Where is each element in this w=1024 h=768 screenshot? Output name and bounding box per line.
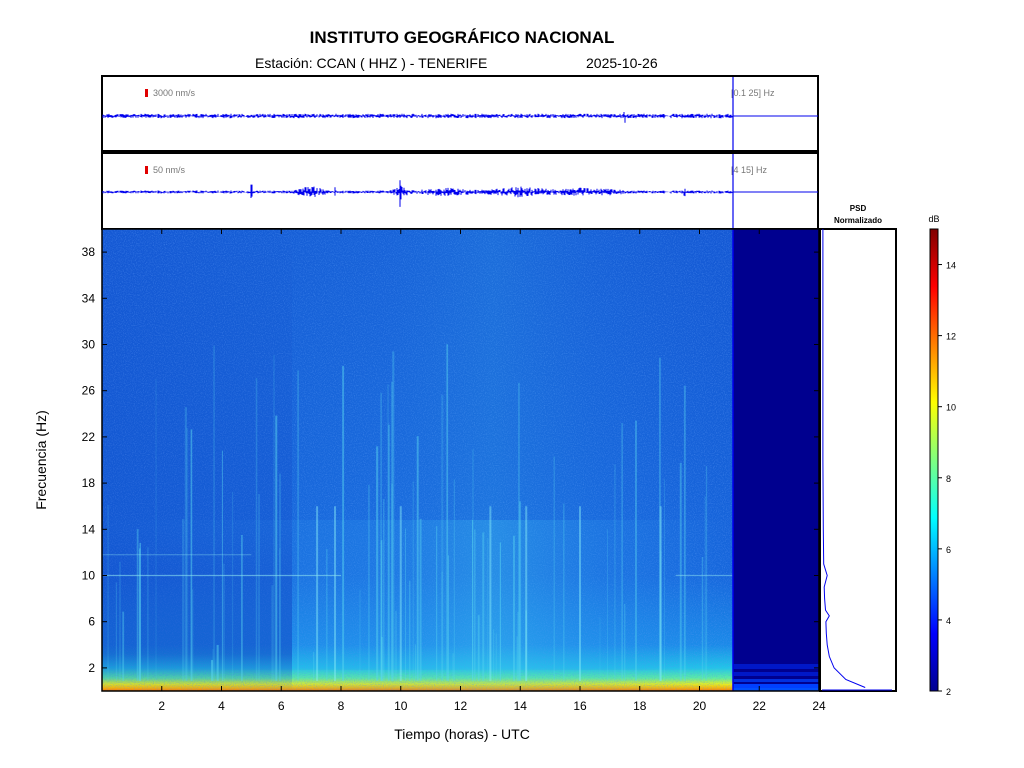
x-tick-label: 24	[812, 699, 826, 713]
trace-band-label: [0.1 25] Hz	[731, 88, 775, 98]
scale-bar-icon	[145, 166, 148, 174]
trace-scale-label: 3000 nm/s	[153, 88, 196, 98]
x-tick-label: 12	[454, 699, 468, 713]
y-tick-label: 22	[82, 430, 96, 444]
colorbar: dB 2 4 6 8 10 12 14	[928, 214, 956, 697]
colorbar-tick-label: 4	[946, 616, 951, 626]
y-axis-label: Frecuencia (Hz)	[33, 410, 49, 510]
psd-curve	[822, 229, 892, 691]
trace-scale-label: 50 nm/s	[153, 165, 186, 175]
x-tick-label: 6	[278, 699, 285, 713]
x-tick-label: 10	[394, 699, 408, 713]
y-tick-label: 30	[82, 338, 96, 352]
x-tick-label: 20	[693, 699, 707, 713]
y-tick-label: 26	[82, 384, 96, 398]
trace-band-label: [4 15] Hz	[731, 165, 768, 175]
trace-panel-filtered: 50 nm/s [4 15] Hz	[101, 152, 819, 230]
y-tick-label: 6	[88, 615, 95, 629]
trace-panel-broadband: 3000 nm/s [0.1 25] Hz	[101, 75, 819, 152]
x-tick-label: 22	[753, 699, 767, 713]
no-data-region	[733, 229, 819, 691]
colorbar-tick-label: 14	[946, 261, 956, 271]
colorbar-tick-label: 12	[946, 332, 956, 342]
x-axis-label: Tiempo (horas) - UTC	[394, 726, 530, 742]
x-tick-label: 8	[338, 699, 345, 713]
x-tick-label: 4	[218, 699, 225, 713]
x-tick-label: 16	[573, 699, 587, 713]
y-tick-label: 14	[82, 522, 96, 536]
colorbar-tick-label: 6	[946, 545, 951, 555]
date-label: 2025-10-26	[586, 55, 658, 71]
y-tick-label: 2	[88, 661, 95, 675]
colorbar-unit: dB	[928, 214, 939, 224]
station-label: Estación: CCAN ( HHZ ) - TENERIFE	[255, 55, 488, 71]
colorbar-tick-label: 8	[946, 474, 951, 484]
seismic-trace-broadband	[102, 112, 733, 123]
psd-panel: PSD Normalizado	[819, 204, 897, 692]
psd-title: PSD	[850, 204, 867, 213]
page-title: INSTITUTO GEOGRÁFICO NACIONAL	[309, 28, 615, 47]
spectrogram: 2 4 6 8 10 12 14 16 18 20 22 24 261014182226303438 …	[33, 228, 826, 742]
y-tick-label: 10	[82, 569, 96, 583]
x-tick-label: 18	[633, 699, 647, 713]
colorbar-tick-label: 2	[946, 687, 951, 697]
y-tick-label: 18	[82, 476, 96, 490]
colorbar-tick-label: 10	[946, 403, 956, 413]
seismic-trace-filtered	[102, 180, 733, 207]
x-tick-label: 2	[158, 699, 165, 713]
x-tick-label: 14	[514, 699, 528, 713]
psd-subtitle: Normalizado	[834, 216, 882, 225]
scale-bar-icon	[145, 89, 148, 97]
y-tick-label: 38	[82, 245, 96, 259]
y-tick-label: 34	[82, 291, 96, 305]
